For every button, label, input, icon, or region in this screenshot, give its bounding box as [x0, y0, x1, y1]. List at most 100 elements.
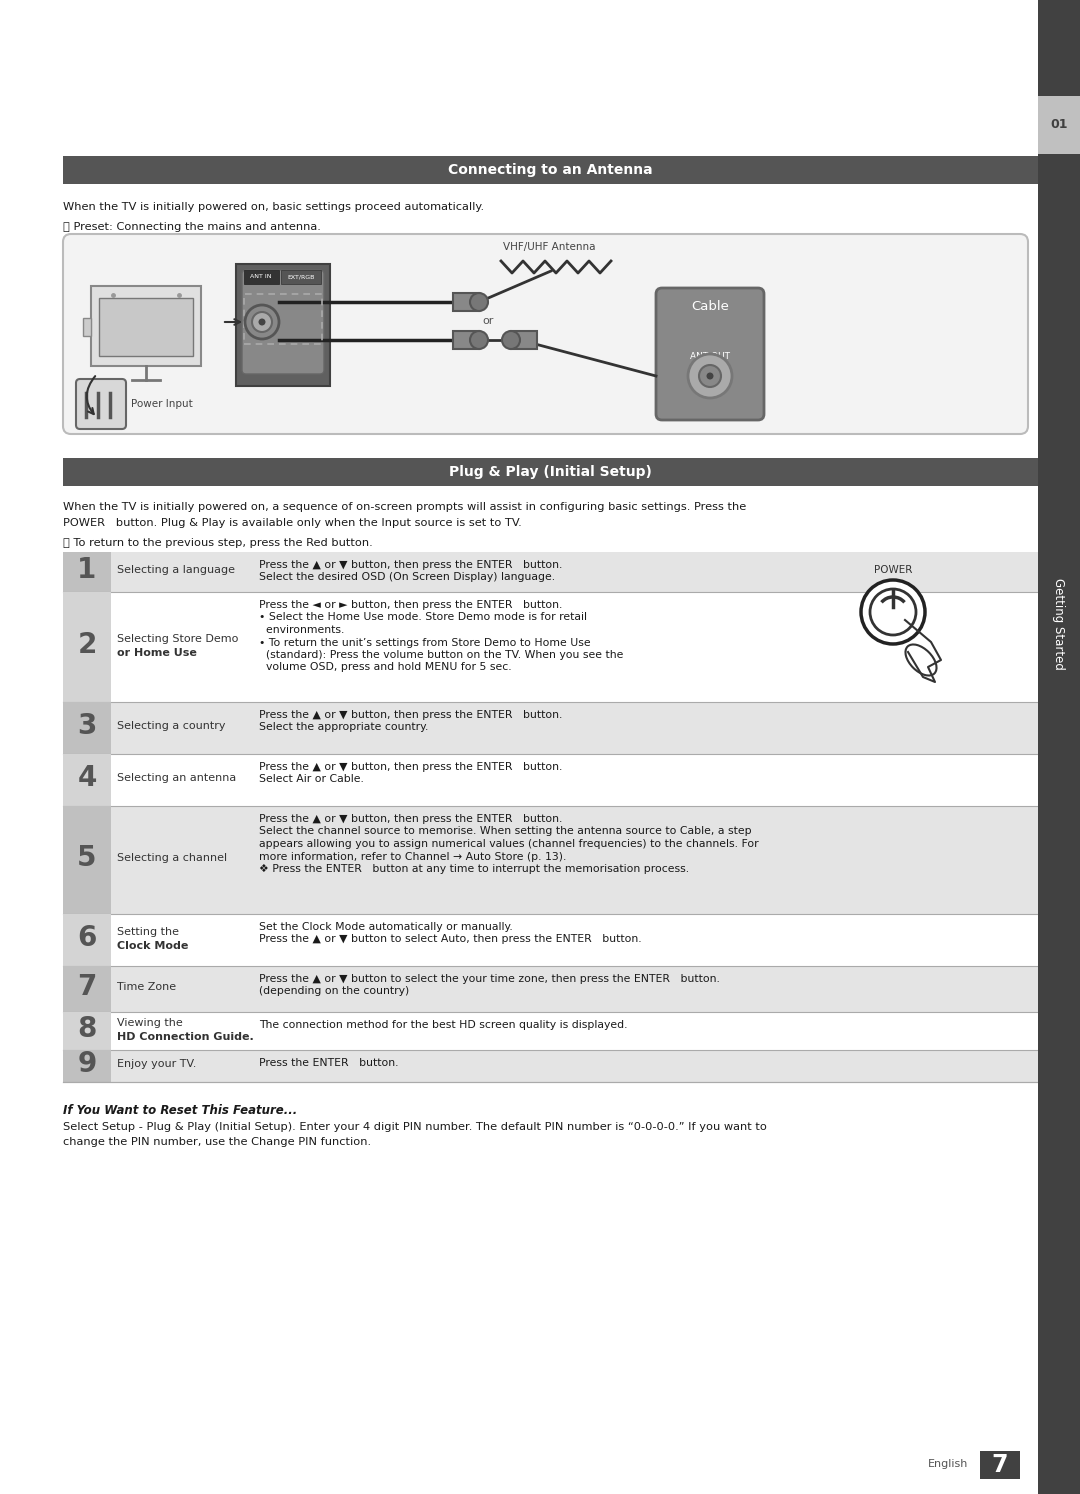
Text: • Select the Home Use mode. Store Demo mode is for retail: • Select the Home Use mode. Store Demo m… [259, 613, 588, 623]
Bar [63, 1011, 111, 1050]
Text: Press the ▲ or ▼ button, then press the ENTER   button.: Press the ▲ or ▼ button, then press the … [259, 762, 563, 772]
Bar [63, 459, 1038, 486]
Bar [99, 297, 193, 356]
Text: 7: 7 [78, 973, 97, 1001]
Bar [63, 1050, 111, 1082]
FancyBboxPatch shape [656, 288, 764, 420]
Text: VHF/UHF Antenna: VHF/UHF Antenna [503, 242, 595, 252]
Text: volume OSD, press and hold MENU for 5 sec.: volume OSD, press and hold MENU for 5 se… [259, 662, 512, 672]
Bar [63, 551, 111, 592]
Bar [63, 1011, 1038, 1050]
Text: Cable: Cable [691, 299, 729, 312]
Text: change the PIN number, use the Change PIN function.: change the PIN number, use the Change PI… [63, 1137, 372, 1147]
Bar [63, 914, 1038, 967]
Bar [453, 332, 480, 350]
Text: 9: 9 [78, 1050, 96, 1079]
Text: or: or [483, 317, 494, 326]
Text: Selecting a language: Selecting a language [117, 565, 235, 575]
Bar [511, 332, 537, 350]
Bar [63, 702, 1038, 754]
Text: Select the appropriate country.: Select the appropriate country. [259, 723, 429, 732]
Circle shape [252, 312, 272, 332]
Text: appears allowing you to assign numerical values (channel frequencies) to the cha: appears allowing you to assign numerical… [259, 840, 758, 849]
Bar [63, 551, 1038, 592]
Text: If You Want to Reset This Feature...: If You Want to Reset This Feature... [63, 1104, 297, 1118]
Text: 2: 2 [78, 630, 97, 659]
Text: Plug & Play (Initial Setup): Plug & Play (Initial Setup) [449, 465, 652, 480]
Text: English: English [928, 1460, 968, 1469]
Bar [63, 914, 111, 967]
Text: Selecting Store Demo: Selecting Store Demo [117, 633, 239, 644]
FancyBboxPatch shape [76, 379, 126, 429]
Text: Power Input: Power Input [131, 399, 192, 409]
Circle shape [699, 365, 721, 387]
Text: Press the ▲ or ▼ button, then press the ENTER   button.: Press the ▲ or ▼ button, then press the … [259, 560, 563, 571]
Text: Time Zone: Time Zone [117, 982, 176, 992]
Text: Select the channel source to memorise. When setting the antenna source to Cable,: Select the channel source to memorise. W… [259, 826, 752, 837]
Text: 4: 4 [78, 763, 97, 792]
Bar [63, 155, 1038, 184]
Text: EXT/RGB: EXT/RGB [287, 275, 314, 279]
Text: Press the ▲ or ▼ button to select the your time zone, then press the ENTER   but: Press the ▲ or ▼ button to select the yo… [259, 974, 720, 985]
Bar [63, 754, 1038, 805]
Bar [63, 702, 111, 754]
Bar [63, 805, 111, 914]
Text: 8: 8 [78, 1014, 97, 1043]
Text: • To return the unit’s settings from Store Demo to Home Use: • To return the unit’s settings from Sto… [259, 638, 591, 647]
Bar [244, 294, 322, 344]
Bar [63, 592, 1038, 702]
Circle shape [470, 332, 488, 350]
Text: POWER: POWER [874, 565, 913, 575]
Text: HD Connection Guide.: HD Connection Guide. [117, 1032, 254, 1041]
FancyBboxPatch shape [242, 270, 324, 374]
Text: 3: 3 [78, 713, 97, 740]
Bar [244, 270, 279, 284]
Bar [63, 1050, 1038, 1082]
Text: Press the ◄ or ► button, then press the ENTER   button.: Press the ◄ or ► button, then press the … [259, 601, 563, 610]
Bar [83, 318, 91, 336]
Text: (depending on the country): (depending on the country) [259, 986, 409, 996]
Text: ANT OUT: ANT OUT [690, 353, 730, 362]
Bar [453, 293, 480, 311]
Text: Selecting a channel: Selecting a channel [117, 853, 227, 864]
Text: more information, refer to Channel → Auto Store (p. 13).: more information, refer to Channel → Aut… [259, 852, 566, 862]
Circle shape [870, 589, 916, 635]
Text: Press the ▲ or ▼ button, then press the ENTER   button.: Press the ▲ or ▼ button, then press the … [259, 710, 563, 720]
Text: Set the Clock Mode automatically or manually.: Set the Clock Mode automatically or manu… [259, 922, 513, 932]
FancyBboxPatch shape [63, 235, 1028, 433]
Text: Getting Started: Getting Started [1053, 578, 1066, 669]
Text: or Home Use: or Home Use [117, 648, 197, 657]
Text: Enjoy your TV.: Enjoy your TV. [117, 1059, 197, 1070]
Text: 1: 1 [78, 556, 96, 584]
Text: Setting the: Setting the [117, 926, 179, 937]
Bar [91, 285, 201, 366]
Text: Select Air or Cable.: Select Air or Cable. [259, 774, 364, 784]
Bar [63, 967, 111, 1011]
Bar [980, 1451, 1020, 1479]
Bar [63, 592, 111, 702]
Text: 7: 7 [991, 1454, 1009, 1478]
Text: 5: 5 [78, 844, 97, 872]
Text: environments.: environments. [259, 624, 345, 635]
Bar [63, 805, 1038, 914]
Circle shape [245, 305, 279, 339]
Text: Connecting to an Antenna: Connecting to an Antenna [448, 163, 652, 176]
Text: When the TV is initially powered on, basic settings proceed automatically.: When the TV is initially powered on, bas… [63, 202, 484, 212]
Circle shape [502, 332, 519, 350]
Text: Select Setup - Plug & Play (Initial Setup). Enter your 4 digit PIN number. The d: Select Setup - Plug & Play (Initial Setu… [63, 1122, 767, 1132]
Text: Select the desired OSD (On Screen Display) language.: Select the desired OSD (On Screen Displa… [259, 572, 555, 583]
Text: Press the ENTER   button.: Press the ENTER button. [259, 1058, 399, 1068]
Text: ANT IN: ANT IN [251, 275, 272, 279]
Circle shape [688, 354, 732, 397]
Text: Viewing the: Viewing the [117, 1017, 183, 1028]
Bar [237, 264, 330, 385]
Ellipse shape [905, 644, 936, 675]
Text: Selecting a country: Selecting a country [117, 722, 226, 731]
Text: Selecting an antenna: Selecting an antenna [117, 772, 237, 783]
Text: 6: 6 [78, 923, 97, 952]
Circle shape [861, 580, 924, 644]
Text: Press the ▲ or ▼ button, then press the ENTER   button.: Press the ▲ or ▼ button, then press the … [259, 814, 563, 825]
Bar [1038, 0, 1080, 1494]
Text: ⮨ Preset: Connecting the mains and antenna.: ⮨ Preset: Connecting the mains and anten… [63, 223, 321, 232]
Text: The connection method for the best HD screen quality is displayed.: The connection method for the best HD sc… [259, 1020, 627, 1029]
